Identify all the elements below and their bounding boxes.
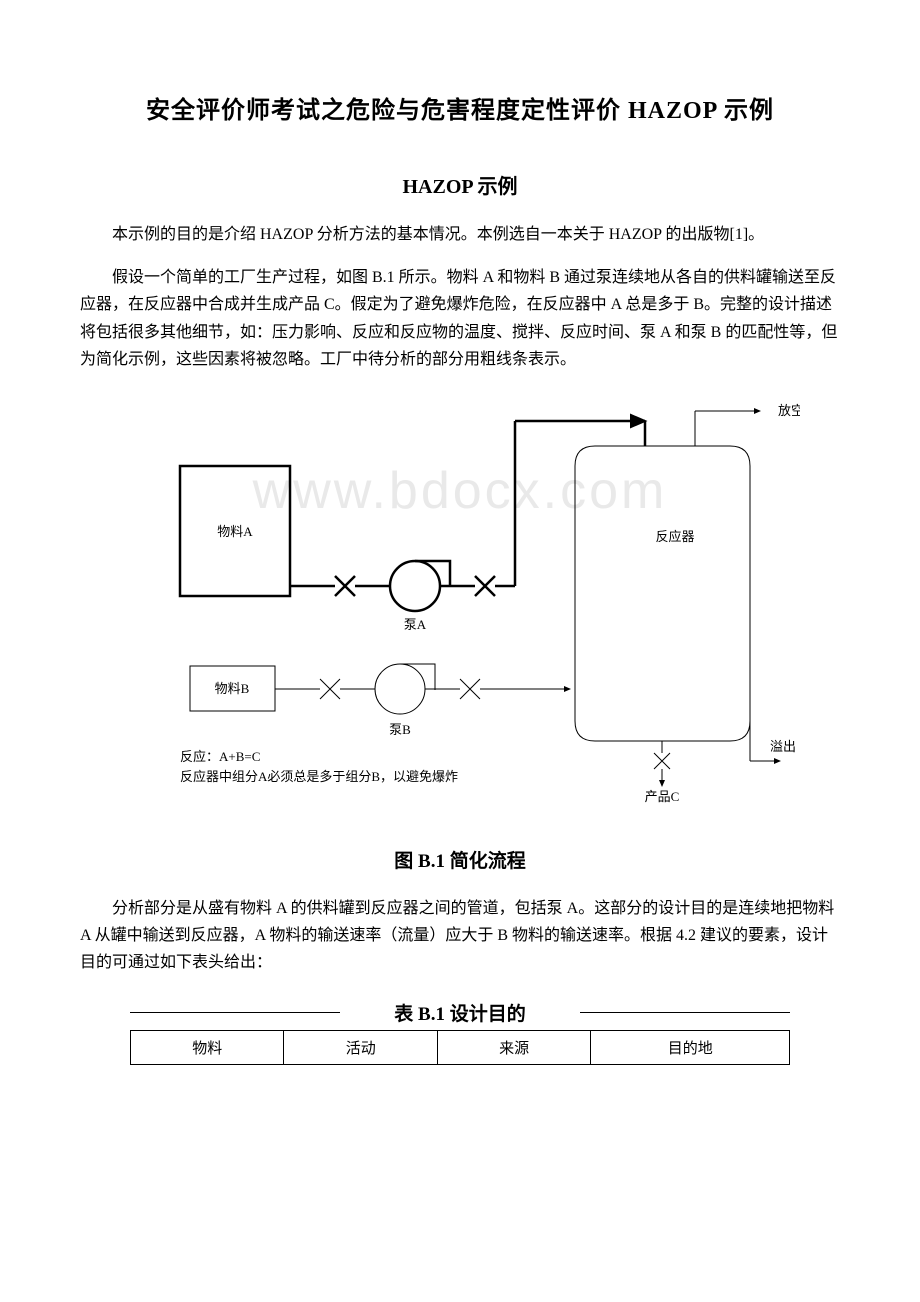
label-reactor: 反应器	[655, 529, 694, 544]
process-diagram: www.bdocx.com 物料A 泵A 物料B	[80, 391, 840, 816]
paragraph-3: 分析部分是从盛有物料 A 的供料罐到反应器之间的管道，包括泵 A。这部分的设计目…	[80, 895, 840, 977]
table-header-row: 物料 活动 来源 目的地	[131, 1030, 790, 1064]
label-material-b: 物料B	[215, 681, 250, 696]
table-header-cell: 物料	[131, 1030, 284, 1064]
main-title: 安全评价师考试之危险与危害程度定性评价 HAZOP 示例	[80, 90, 840, 125]
note-reaction: 反应：A+B=C	[180, 749, 260, 764]
label-overflow: 溢出	[770, 739, 796, 754]
table-caption: 表 B.1 设计目的	[80, 999, 840, 1026]
paragraph-1: 本示例的目的是介绍 HAZOP 分析方法的基本情况。本例选自一本关于 HAZOP…	[80, 221, 840, 248]
reactor: 反应器	[575, 446, 750, 741]
paragraph-2: 假设一个简单的工厂生产过程，如图 B.1 所示。物料 A 和物料 B 通过泵连续…	[80, 264, 840, 373]
label-pump-b: 泵B	[389, 722, 411, 737]
note-constraint: 反应器中组分A必须总是多于组分B，以避免爆炸	[180, 769, 458, 784]
table-header-cell: 来源	[437, 1030, 590, 1064]
design-purpose-table: 物料 活动 来源 目的地	[130, 1030, 790, 1065]
table-header-cell: 活动	[284, 1030, 437, 1064]
label-material-a: 物料A	[217, 524, 253, 539]
pump-b	[375, 664, 425, 714]
flow-svg: 物料A 泵A 物料B 泵B 反应器	[120, 391, 800, 811]
label-vent: 放空	[778, 403, 800, 418]
table-header-cell: 目的地	[591, 1030, 790, 1064]
label-pump-a: 泵A	[404, 617, 427, 632]
label-product-c: 产品C	[645, 789, 680, 804]
figure-caption: 图 B.1 简化流程	[80, 846, 840, 873]
sub-title: HAZOP 示例	[80, 170, 840, 199]
pump-a	[390, 561, 440, 611]
